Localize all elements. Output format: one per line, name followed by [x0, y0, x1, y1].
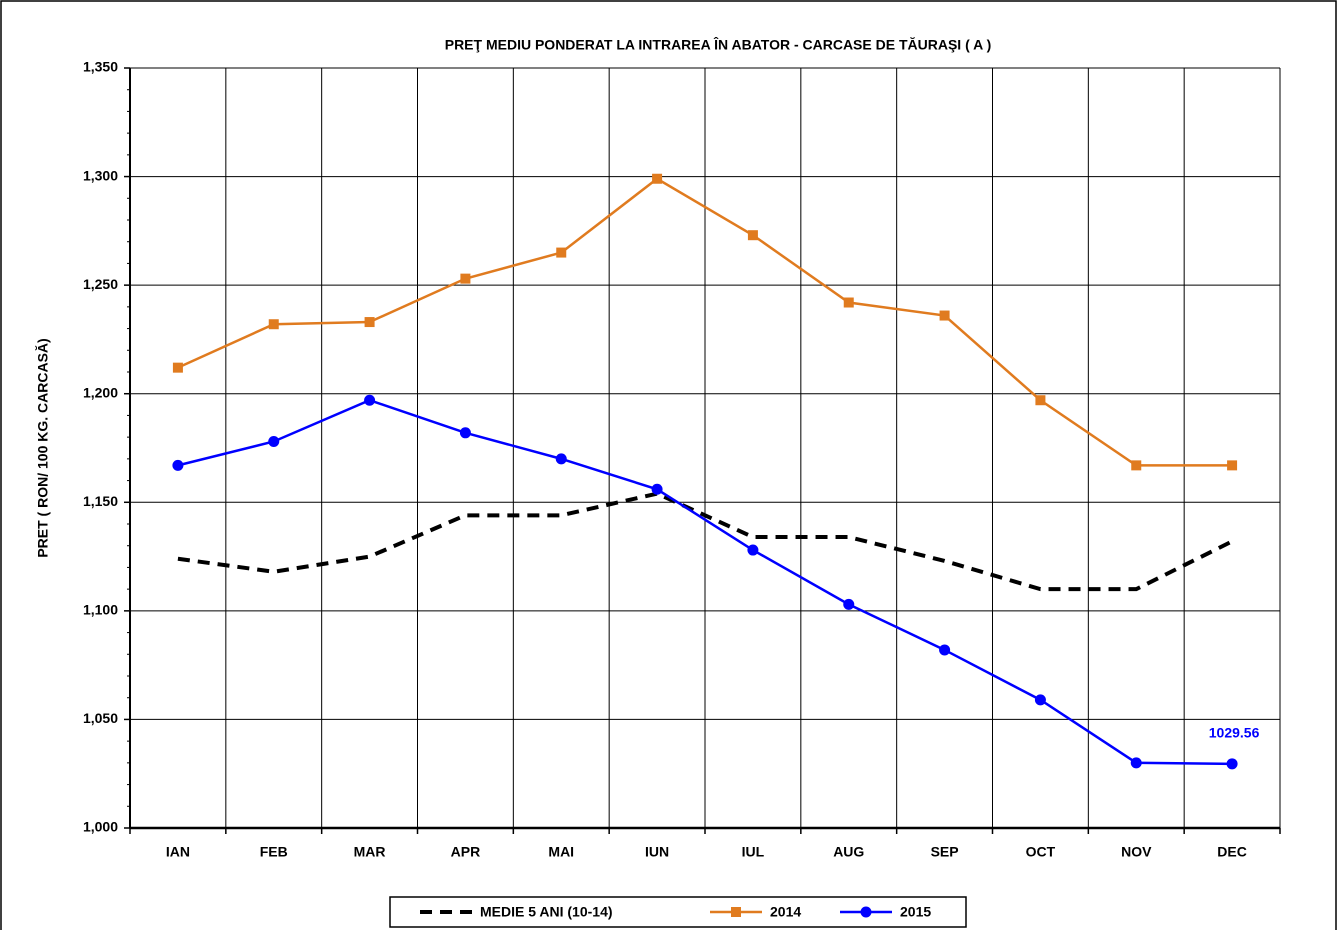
legend-label: 2014 [770, 904, 801, 920]
y-tick-label: 1,350 [83, 59, 118, 75]
y-tick-label: 1,000 [83, 819, 118, 835]
legend-label: 2015 [900, 904, 931, 920]
marker [1035, 395, 1046, 406]
x-tick-label: NOV [1121, 844, 1152, 860]
x-tick-label: OCT [1026, 844, 1056, 860]
x-tick-label: DEC [1217, 844, 1247, 860]
x-tick-label: MAR [354, 844, 386, 860]
x-tick-label: IAN [166, 844, 190, 860]
marker [364, 394, 376, 406]
marker [1226, 758, 1238, 770]
marker [268, 435, 280, 447]
marker [939, 310, 950, 321]
marker [172, 459, 184, 471]
marker [843, 297, 854, 308]
x-tick-label: APR [451, 844, 481, 860]
marker [1227, 460, 1238, 471]
y-tick-label: 1,100 [83, 602, 118, 618]
marker [1131, 460, 1142, 471]
marker [268, 319, 279, 330]
y-tick-label: 1,300 [83, 167, 118, 183]
chart-title: PREŢ MEDIU PONDERAT LA INTRAREA ÎN ABATO… [445, 36, 992, 53]
y-tick-label: 1,050 [83, 710, 118, 726]
legend-marker [860, 906, 872, 918]
x-tick-label: IUN [645, 844, 669, 860]
x-tick-label: IUL [742, 844, 765, 860]
y-axis-label: PRET ( RON/ 100 KG. CARCASĂ) [35, 338, 51, 557]
marker [556, 247, 567, 258]
legend-label: MEDIE 5 ANI (10-14) [480, 904, 613, 920]
marker [651, 483, 663, 495]
marker [747, 230, 758, 241]
x-tick-label: AUG [833, 844, 864, 860]
marker [939, 644, 951, 656]
x-tick-label: MAI [548, 844, 574, 860]
marker [172, 362, 183, 373]
marker [843, 598, 855, 610]
marker [652, 173, 663, 184]
marker [459, 427, 471, 439]
series-line [177, 398, 1233, 766]
y-tick-label: 1,200 [83, 384, 118, 400]
x-tick-label: SEP [931, 844, 959, 860]
marker [555, 453, 567, 465]
y-tick-label: 1,150 [83, 493, 118, 509]
marker [364, 317, 375, 328]
marker [460, 273, 471, 284]
marker [747, 544, 759, 556]
legend-marker [731, 907, 741, 917]
y-tick-label: 1,250 [83, 276, 118, 292]
series-line [177, 177, 1233, 467]
marker [1034, 694, 1046, 706]
marker [1130, 757, 1142, 769]
x-tick-label: FEB [260, 844, 288, 860]
data-label: 1029.56 [1209, 725, 1260, 741]
series-line [177, 491, 1233, 592]
